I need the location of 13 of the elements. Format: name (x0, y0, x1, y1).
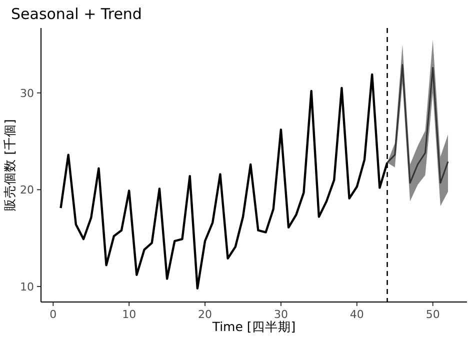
y-tick-label: 20 (20, 184, 34, 197)
x-tick-label: 30 (274, 308, 288, 321)
chart-title: Seasonal + Trend (11, 5, 142, 23)
x-tick-label: 50 (426, 308, 440, 321)
x-tick-label: 20 (198, 308, 212, 321)
x-tick-label: 0 (50, 308, 57, 321)
x-axis-title: Time [四半期] (211, 319, 296, 334)
x-tick-label: 40 (350, 308, 364, 321)
y-axis-title: 販売個数 [千個] (2, 119, 17, 211)
x-tick-label: 10 (122, 308, 136, 321)
y-tick-label: 30 (20, 86, 34, 100)
y-tick-label: 10 (20, 280, 34, 294)
line-series (386, 64, 449, 184)
